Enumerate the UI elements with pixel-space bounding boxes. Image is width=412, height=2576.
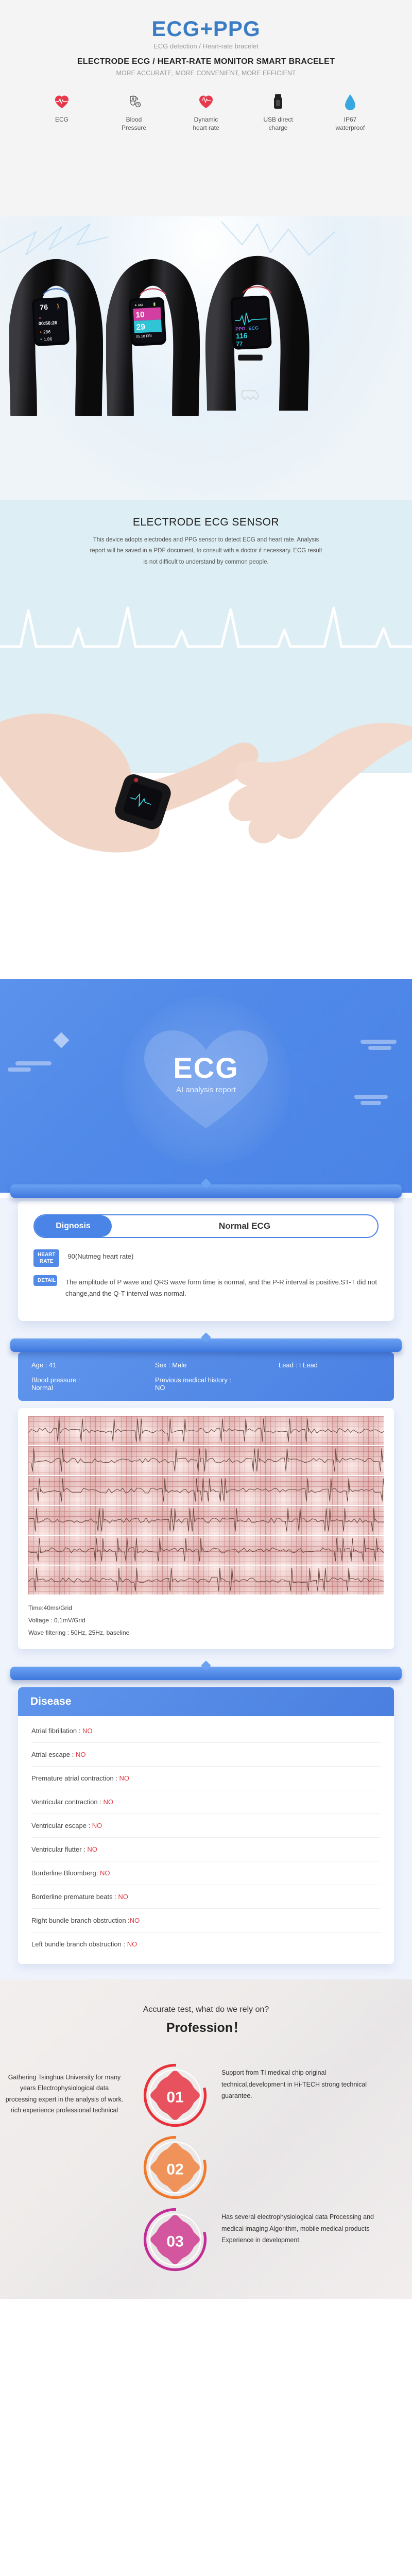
svg-text:🚶: 🚶 bbox=[55, 303, 62, 310]
svg-text:77: 77 bbox=[236, 341, 243, 348]
svg-text:76: 76 bbox=[40, 303, 48, 312]
svg-text:286: 286 bbox=[43, 329, 51, 335]
svg-text:1.86: 1.86 bbox=[44, 336, 53, 342]
svg-text:116: 116 bbox=[236, 331, 248, 340]
svg-text:●: ● bbox=[40, 330, 42, 334]
svg-text:PPG: PPG bbox=[235, 326, 246, 332]
svg-text:✦ AM: ✦ AM bbox=[134, 303, 143, 308]
svg-text:03: 03 bbox=[166, 2233, 183, 2250]
svg-text:02: 02 bbox=[166, 2161, 183, 2178]
svg-text:ECG: ECG bbox=[248, 325, 259, 331]
svg-text:●: ● bbox=[40, 337, 42, 341]
svg-text:10: 10 bbox=[135, 311, 145, 320]
svg-text:00:56:26: 00:56:26 bbox=[39, 320, 58, 326]
svg-text:mmhg: mmhg bbox=[236, 348, 247, 352]
svg-text:🔋: 🔋 bbox=[152, 302, 157, 307]
svg-text:♥: ♥ bbox=[39, 317, 41, 320]
svg-text:01: 01 bbox=[166, 2089, 183, 2106]
svg-text:29: 29 bbox=[136, 323, 145, 332]
